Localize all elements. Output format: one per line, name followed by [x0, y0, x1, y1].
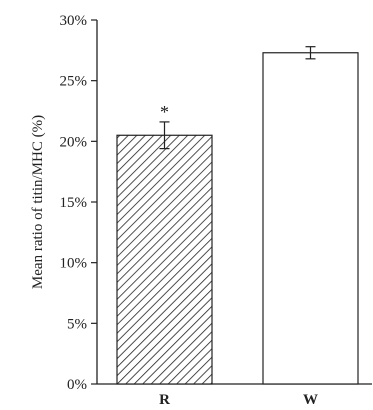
y-tick-label: 30%: [60, 13, 88, 29]
y-axis-title: Mean ratio of titin/MHC (%): [30, 115, 46, 289]
y-tick-label: 25%: [60, 74, 88, 90]
category-label: W: [303, 392, 318, 408]
y-tick-label: 20%: [60, 134, 88, 150]
bar-R: [116, 134, 213, 385]
error-bars: [159, 46, 316, 150]
y-tick-label: 15%: [60, 195, 88, 211]
y-tick-label: 10%: [60, 256, 88, 272]
bars: [116, 52, 359, 385]
significance-asterisk: *: [160, 102, 169, 122]
y-axis-ticks: 0% 5% 10% 15% 20% 25% 30%: [60, 13, 97, 393]
y-axis-label: Mean ratio of titin/MHC (%): [30, 115, 46, 289]
y-tick-label: 0%: [67, 377, 87, 393]
bar-W: [262, 52, 359, 385]
significance-marks: *: [160, 102, 169, 122]
y-tick-label: 5%: [67, 316, 87, 332]
category-label: R: [159, 392, 170, 408]
